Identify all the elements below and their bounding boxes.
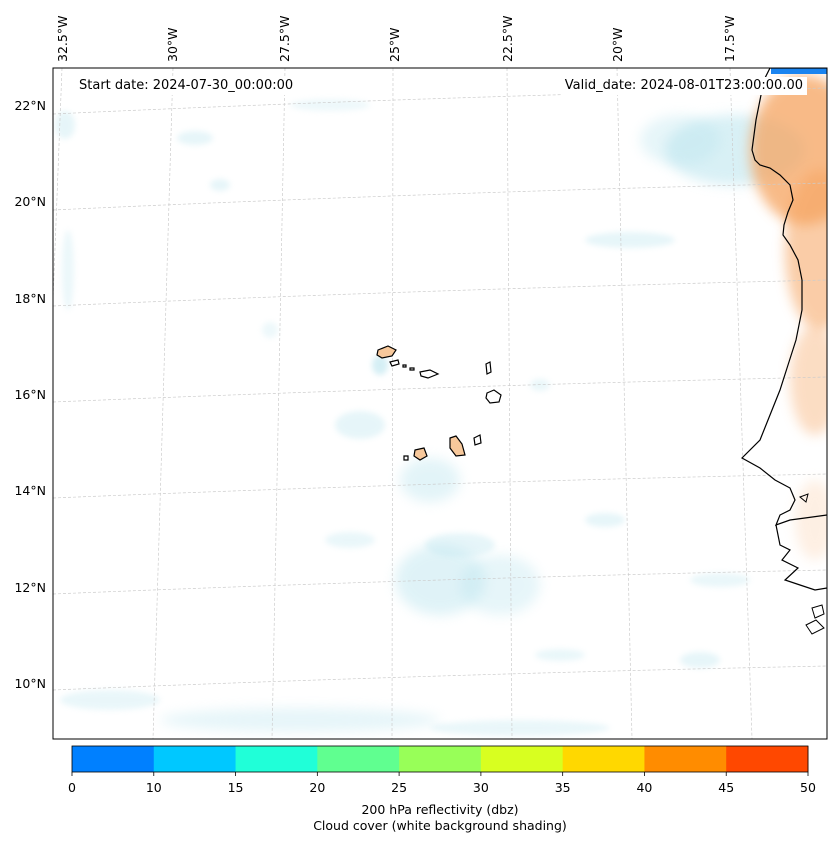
- valid-date-label: Valid_date: 2024-08-01T23:00:00.00: [560, 77, 807, 95]
- colorbar-tick-label: 15: [228, 780, 244, 795]
- lon-label: 22.5°W: [500, 16, 515, 62]
- lon-label: 32.5°W: [55, 16, 70, 62]
- colorbar-tick-label: 20: [309, 780, 325, 795]
- island-santo-antao: [376, 345, 397, 359]
- colorbar-segment: [317, 746, 400, 772]
- colorbar-segment: [235, 746, 318, 772]
- colorbar-segments: [72, 746, 809, 772]
- longitude-labels: 32.5°W 30°W 27.5°W 25°W 22.5°W 20°W 17.5…: [55, 16, 737, 62]
- island-fogo: [413, 447, 428, 461]
- lon-label: 25°W: [387, 27, 402, 62]
- island-sal: [485, 361, 492, 375]
- lat-label: 12°N: [14, 580, 46, 595]
- colorbar-segment: [399, 746, 482, 772]
- island-islet: [409, 367, 415, 371]
- colorbar-segment: [480, 746, 564, 772]
- lon-label: 30°W: [165, 27, 180, 62]
- island-maio: [473, 434, 482, 446]
- colorbar-segment: [726, 746, 809, 772]
- island-sao-nicolau: [419, 369, 440, 379]
- island-sao-vicente: [389, 359, 400, 367]
- gridlines: [53, 68, 827, 739]
- reflectivity-shading: [750, 68, 827, 560]
- colorbar-segment: [72, 746, 155, 772]
- map-frame: [52, 67, 828, 740]
- island-santiago: [449, 435, 466, 457]
- colorbar-tick-label: 50: [800, 780, 816, 795]
- colorbar: 0 10 15 20 25 30 35 40 45 50: [68, 745, 816, 795]
- colorbar-tick-label: 45: [718, 780, 734, 795]
- map-background: [53, 68, 827, 739]
- colorbar-segment: [644, 746, 727, 772]
- colorbar-ticks: 0 10 15 20 25 30 35 40 45 50: [68, 772, 816, 795]
- lat-label: 14°N: [14, 483, 46, 498]
- lon-label: 27.5°W: [277, 16, 292, 62]
- colorbar-segment: [153, 746, 237, 772]
- colorbar-frame: [71, 745, 809, 773]
- start-date-label: Start date: 2024-07-30_00:00:00: [75, 77, 298, 95]
- colorbar-tick-label: 30: [473, 780, 489, 795]
- colorbar-segment: [562, 746, 645, 772]
- lat-label: 18°N: [14, 291, 46, 306]
- colorbar-tick-label: 40: [636, 780, 652, 795]
- colorbar-sublabel: Cloud cover (white background shading): [313, 818, 567, 833]
- africa-coastline: [741, 68, 827, 635]
- colorbar-tick-label: 0: [68, 780, 76, 795]
- island-boa-vista: [485, 389, 502, 404]
- island-santa-luzia: [402, 364, 407, 368]
- cape-verde-islands: [376, 345, 502, 461]
- colorbar-tick-label: 25: [391, 780, 407, 795]
- colorbar-tick-label: 10: [146, 780, 162, 795]
- latitude-labels: 22°N 20°N 18°N 16°N 14°N 12°N 10°N: [14, 98, 46, 691]
- lon-label: 17.5°W: [722, 16, 737, 62]
- colorbar-label: 200 hPa reflectivity (dbz): [361, 802, 519, 817]
- lon-label: 20°W: [610, 27, 625, 62]
- island-brava: [403, 455, 409, 461]
- lat-label: 10°N: [14, 676, 46, 691]
- lat-label: 22°N: [14, 98, 46, 113]
- lat-label: 20°N: [14, 194, 46, 209]
- lat-label: 16°N: [14, 387, 46, 402]
- reflectivity-strong-patch: [771, 68, 827, 74]
- colorbar-tick-label: 35: [555, 780, 571, 795]
